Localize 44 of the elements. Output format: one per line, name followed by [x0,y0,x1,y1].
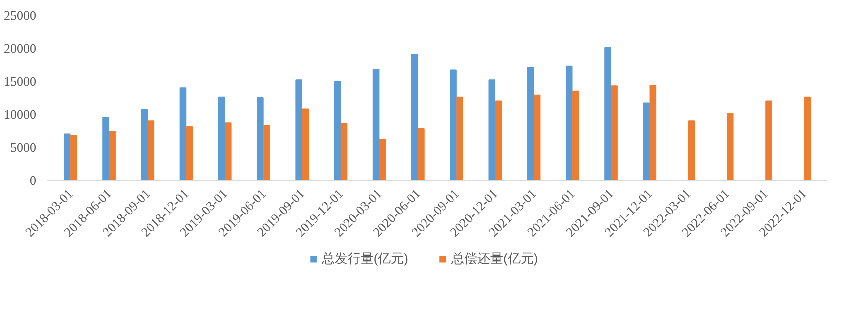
y-tick-label: 15000 [4,74,36,89]
y-tick-label: 20000 [4,41,36,56]
bar [488,80,496,180]
bar [372,69,380,180]
bar [180,88,187,180]
bar [302,108,310,180]
bar [688,120,696,180]
bar [186,126,194,180]
bar [804,96,812,180]
y-tick-label: 5000 [10,140,36,155]
bar [534,94,541,180]
bar [450,70,457,180]
bar [70,135,78,180]
bar [225,122,232,180]
bar [141,109,148,180]
bar [340,123,348,180]
bar [334,81,342,180]
bar [495,100,502,180]
bar [456,96,464,180]
bar [296,80,302,180]
bar [257,98,264,180]
y-tick-label: 25000 [4,8,36,23]
bar [264,125,270,180]
legend-label: 总偿还量(亿元) [452,250,538,268]
y-tick-label: 0 [30,173,36,188]
bar [379,139,386,180]
y-tick-label: 10000 [4,107,36,122]
bar [726,113,734,180]
bar [64,134,71,180]
bar [527,67,534,180]
bar [218,96,226,180]
bar [604,47,612,180]
bar [102,117,110,180]
bar [412,54,418,180]
bar [418,128,425,180]
bar [566,66,573,180]
bar [643,102,650,180]
legend-label: 总发行量(亿元) [322,250,408,268]
bar [611,86,618,180]
bar [148,120,155,180]
bar [109,131,116,180]
bar [650,84,657,180]
bar [572,90,580,180]
bar [766,100,772,180]
